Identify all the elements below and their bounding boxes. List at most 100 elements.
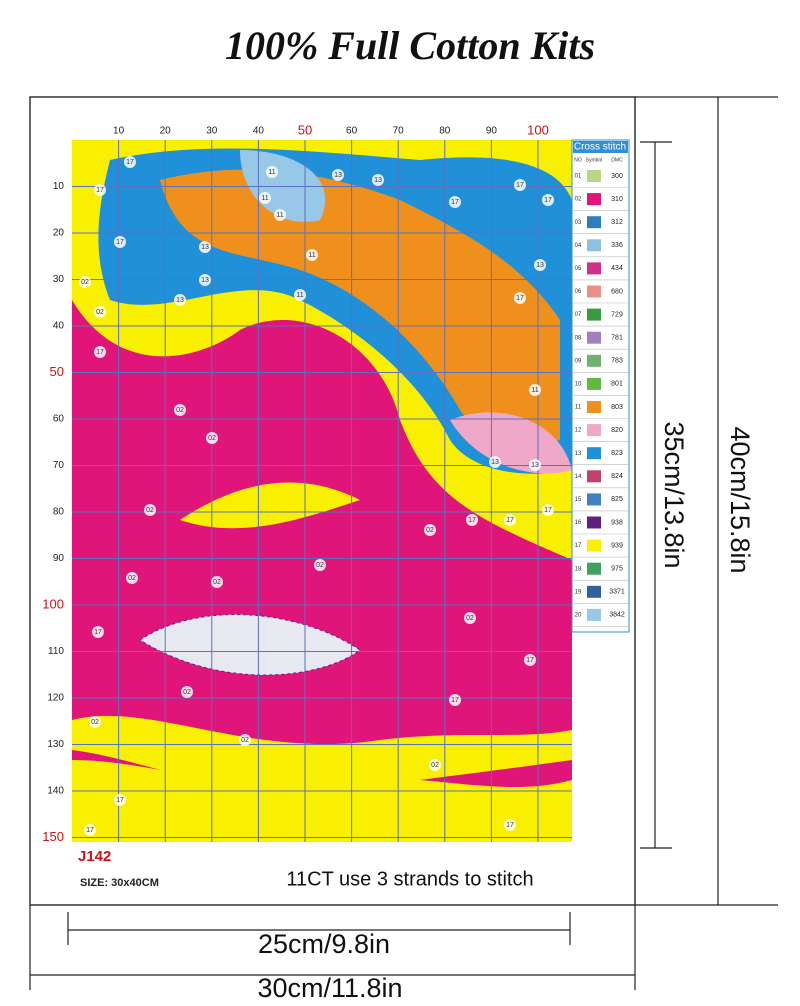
legend-column: Symbol	[586, 157, 603, 163]
legend-swatch	[587, 424, 601, 437]
legend-dmc: 975	[611, 566, 623, 573]
marker-code: 17	[468, 517, 476, 524]
marker-code: 02	[431, 762, 439, 769]
marker-dot	[429, 759, 441, 771]
marker-dot	[79, 276, 91, 288]
marker-code: 13	[536, 262, 544, 269]
marker-dot	[174, 294, 186, 306]
marker-code: 17	[116, 797, 124, 804]
legend-swatch	[587, 331, 601, 344]
legend-dmc: 825	[611, 496, 623, 503]
x-axis-label: 70	[393, 126, 405, 137]
marker-dot	[542, 194, 554, 206]
marker-dot	[466, 514, 478, 526]
outer-height: 40cm/15.8in	[725, 426, 755, 573]
marker-dot	[266, 166, 278, 178]
marker-dot	[181, 686, 193, 698]
marker-code: 17	[544, 507, 552, 514]
marker-code: 13	[334, 172, 342, 179]
legend-number: 15	[575, 497, 582, 503]
y-axis-label: 120	[47, 693, 64, 704]
legend-dmc: 3842	[609, 612, 625, 619]
pattern-area	[240, 150, 326, 222]
marker-dot	[514, 179, 526, 191]
marker-dot	[174, 404, 186, 416]
marker-code: 02	[91, 719, 99, 726]
pattern: 17 17 17 17 17 17 11 11 11 13 13 11 13 13 13 11 17 17 17 13…	[72, 140, 572, 842]
legend-number: 02	[575, 197, 582, 203]
pattern-area	[72, 300, 572, 842]
legend-swatch	[587, 354, 601, 367]
marker-code: 13	[531, 462, 539, 469]
y-axis-label: 140	[47, 786, 64, 797]
legend-number: 19	[575, 589, 582, 595]
marker-dot	[211, 576, 223, 588]
legend-number: 04	[575, 243, 582, 249]
marker-dot	[89, 716, 101, 728]
marker-dot	[332, 169, 344, 181]
y-axis-label: 80	[53, 507, 65, 518]
marker-code: 17	[86, 827, 94, 834]
legend-number: 18	[575, 566, 582, 572]
inner-width: 25cm/9.8in	[258, 929, 390, 959]
legend-swatch	[587, 170, 601, 182]
marker-dot	[126, 572, 138, 584]
marker-code: 17	[94, 629, 102, 636]
marker-code: 11	[261, 195, 268, 202]
legend-dmc: 336	[611, 242, 623, 249]
stitch-note: 11CT use 3 strands to stitch	[286, 868, 533, 890]
marker-dot	[306, 249, 318, 261]
legend-number: 09	[575, 358, 582, 364]
marker-code: 17	[126, 159, 134, 166]
marker-code: 11	[276, 212, 283, 219]
marker-dot	[314, 559, 326, 571]
marker-code: 13	[176, 297, 184, 304]
legend-number: 11	[575, 405, 582, 411]
marker-code: 13	[201, 277, 209, 284]
legend-swatch	[587, 285, 601, 298]
marker-dot	[114, 236, 126, 248]
legend-header	[573, 141, 628, 153]
x-axis-label: 20	[160, 126, 172, 137]
marker-dot	[94, 306, 106, 318]
y-axis-label: 10	[53, 181, 65, 192]
marker-code: 17	[526, 657, 534, 664]
y-axis-label: 150	[42, 829, 64, 844]
legend-dmc: 680	[611, 288, 623, 295]
marker-dot	[259, 192, 271, 204]
marker-dot	[94, 184, 106, 196]
marker-dot	[92, 626, 104, 638]
legend-dmc: 938	[611, 519, 623, 526]
legend-swatch	[587, 193, 601, 206]
legend-number: 07	[575, 312, 582, 318]
pattern-area	[180, 482, 360, 529]
pattern-size: SIZE: 30x40CM	[80, 877, 159, 889]
legend-dmc: 801	[611, 381, 623, 388]
y-axis-label: 100	[42, 596, 64, 611]
pattern-code: J142	[78, 848, 111, 865]
marker-code: 13	[491, 459, 499, 466]
legend-swatch	[587, 608, 601, 621]
legend-number: 08	[575, 335, 582, 341]
marker-code: 11	[268, 169, 275, 176]
marker-dot	[144, 504, 156, 516]
y-axis-label: 60	[53, 414, 65, 425]
marker-dot	[449, 694, 461, 706]
marker-code: 17	[544, 197, 552, 204]
legend-title: Cross stitch	[574, 142, 626, 153]
marker-dot	[504, 819, 516, 831]
legend-dmc: 820	[611, 427, 623, 434]
legend-swatch	[587, 493, 601, 506]
legend-swatch	[587, 516, 601, 529]
marker-dot	[464, 612, 476, 624]
marker-code: 13	[374, 177, 382, 184]
outer-width: 30cm/11.8in	[257, 973, 402, 1003]
x-axis-label: 10	[113, 126, 125, 137]
marker-code: 17	[116, 239, 124, 246]
legend-number: 17	[575, 543, 582, 549]
inner-height: 35cm/13.8in	[659, 421, 689, 568]
legend-swatch	[587, 470, 601, 483]
legend-dmc: 300	[611, 173, 623, 180]
marker-code: 17	[96, 187, 104, 194]
